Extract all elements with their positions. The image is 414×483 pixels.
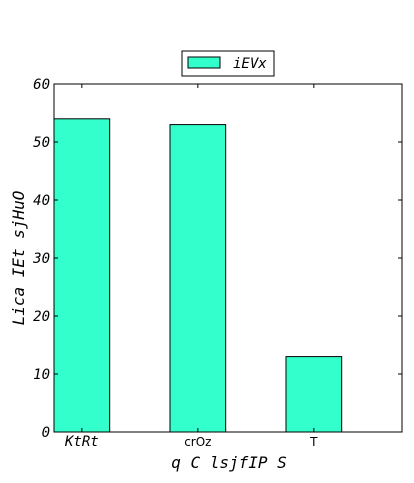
bar-T — [285, 356, 343, 433]
x-tick-label: T — [309, 435, 318, 449]
x-tick-label: crOz — [184, 435, 211, 449]
bars-layer — [53, 118, 343, 433]
legend: iEVx — [181, 50, 275, 77]
y-tick-label: 0 — [42, 425, 50, 441]
bar-crOz — [169, 124, 227, 433]
y-tick-label: 60 — [33, 77, 50, 93]
x-axis-label: q C lsjfIP S — [171, 453, 287, 472]
legend-swatch — [187, 56, 221, 69]
legend-label: iEVx — [233, 56, 267, 72]
bar-KtRt — [53, 118, 111, 433]
y-tick-label: 10 — [33, 367, 50, 383]
x-tick-label: KtRt — [64, 434, 99, 450]
y-tick-label: 20 — [33, 309, 50, 325]
ticks-layer: KtRt crOz T 0 10 20 30 40 50 60 — [32, 77, 402, 450]
y-tick-label: 40 — [33, 193, 50, 209]
y-tick-label: 30 — [32, 251, 50, 267]
y-axis-label: Lica IEt sjHuO — [9, 191, 28, 326]
y-tick-label: 50 — [33, 135, 50, 151]
